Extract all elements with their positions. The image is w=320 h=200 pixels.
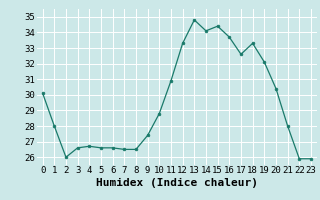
- X-axis label: Humidex (Indice chaleur): Humidex (Indice chaleur): [96, 178, 258, 188]
